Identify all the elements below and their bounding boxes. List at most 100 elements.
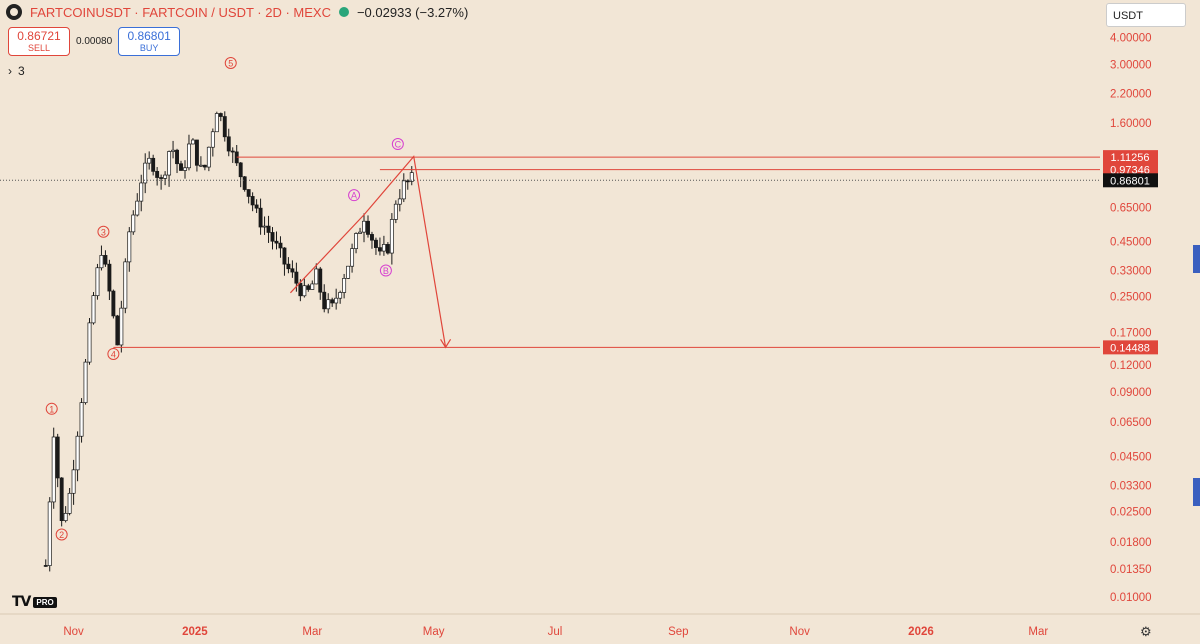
- indicators-toggle[interactable]: › 3: [8, 64, 25, 78]
- wave-marker: [107, 347, 120, 360]
- candle-body: [147, 157, 152, 164]
- wave-label: B: [383, 266, 389, 276]
- x-tick-label: Mar: [1028, 626, 1048, 638]
- candle-body: [55, 436, 60, 479]
- projection-path: [289, 155, 447, 348]
- tradingview-logo-mark: TV: [12, 594, 31, 610]
- y-tick-label: 0.01350: [1110, 564, 1152, 576]
- candle-body: [334, 297, 339, 304]
- candle-body: [405, 180, 410, 183]
- candle-body: [190, 139, 195, 145]
- candle-body: [314, 268, 319, 285]
- tradingview-logo: TV PRO: [12, 594, 57, 610]
- y-tick-label: 0.01000: [1110, 592, 1152, 604]
- candle-body: [187, 143, 191, 169]
- x-tick-label: Jul: [548, 626, 563, 638]
- x-tick-label: 2026: [908, 626, 934, 638]
- y-tick-label: 0.06500: [1110, 417, 1152, 429]
- candle-body: [238, 162, 243, 178]
- candle-body: [397, 198, 402, 205]
- candle-body: [103, 255, 108, 265]
- candle-body: [135, 200, 140, 216]
- candle-body: [354, 233, 359, 249]
- x-tick-label: May: [423, 626, 445, 638]
- sell-button[interactable]: 0.86721 SELL: [8, 27, 70, 56]
- wave-label: 5: [228, 59, 233, 69]
- candle-body: [401, 180, 406, 200]
- candle-body: [338, 292, 343, 299]
- candle-body: [47, 501, 52, 566]
- price-axis: 4.00000 3.00000 2.20000 1.60000 0.65000 0.450…: [1110, 33, 1152, 604]
- wave-marker: [348, 189, 361, 202]
- candle-body: [250, 196, 255, 206]
- candle-body: [262, 225, 267, 228]
- chevron-right-icon: ›: [8, 64, 12, 78]
- y-tick-label: 3.00000: [1110, 60, 1152, 72]
- symbol-title[interactable]: FARTCOINUSDT · FARTCOIN / USDT · 2D · ME…: [30, 4, 331, 20]
- candle-body: [266, 225, 271, 233]
- buy-button[interactable]: 0.86801 BUY: [118, 27, 181, 56]
- gear-icon[interactable]: ⚙: [1140, 624, 1152, 639]
- candle-body: [350, 248, 355, 267]
- candle-body: [210, 131, 215, 148]
- x-tick-label: Mar: [302, 626, 322, 638]
- candle-body: [179, 163, 183, 171]
- level-price-tag: [1103, 173, 1158, 188]
- wave-label: 2: [59, 530, 64, 540]
- sell-price: 0.86721: [17, 29, 61, 43]
- sell-label: SELL: [27, 43, 51, 53]
- level-price-label: 1.11256: [1111, 152, 1150, 164]
- candle-body: [282, 247, 287, 265]
- candle-body: [230, 150, 235, 153]
- candle-body: [389, 219, 394, 254]
- candle-body: [393, 203, 398, 220]
- candle-body: [198, 164, 203, 167]
- candle-body: [119, 307, 124, 346]
- candle-body: [258, 207, 263, 228]
- trade-panel: 0.86721 SELL 0.00080 0.86801 BUY: [8, 27, 181, 56]
- y-tick-label: 0.03300: [1110, 480, 1152, 492]
- candle-body: [346, 265, 351, 279]
- candlesticks: [43, 111, 414, 572]
- candle-body: [358, 231, 362, 234]
- buy-label: BUY: [139, 43, 159, 53]
- candle-body: [131, 214, 136, 233]
- market-status-icon: [338, 7, 349, 17]
- candle-body: [302, 285, 307, 297]
- y-tick-label: 0.17000: [1110, 327, 1152, 339]
- level-price-tag: [1103, 150, 1158, 165]
- y-tick-label: 0.45000: [1110, 237, 1152, 249]
- candle-body: [274, 240, 279, 244]
- candle-body: [151, 157, 156, 172]
- wave-label: 4: [111, 349, 116, 359]
- edge-marker: [1193, 245, 1200, 273]
- wave-marker: [224, 57, 237, 70]
- candle-body: [43, 565, 48, 567]
- y-tick-label: 0.12000: [1110, 360, 1152, 372]
- candle-body: [362, 220, 366, 233]
- candle-body: [214, 113, 219, 133]
- y-tick-label: 0.02500: [1110, 506, 1152, 518]
- edge-marker: [1193, 478, 1200, 506]
- candle-body: [342, 278, 347, 293]
- candle-body: [75, 435, 80, 471]
- candle-body: [99, 255, 104, 269]
- candle-body: [127, 231, 132, 263]
- currency-select[interactable]: USDT: [1106, 3, 1186, 27]
- candle-body: [294, 271, 299, 284]
- candle-body: [183, 167, 187, 171]
- y-tick-label: 4.00000: [1110, 33, 1152, 45]
- level-price-label: 0.86801: [1110, 175, 1150, 187]
- candle-body: [385, 244, 390, 254]
- candle-body: [111, 290, 116, 317]
- chart-header: FARTCOINUSDT · FARTCOIN / USDT · 2D · ME…: [6, 4, 468, 20]
- candle-body: [167, 151, 172, 176]
- wave-marker: [97, 225, 110, 238]
- candle-body: [377, 247, 382, 252]
- candle-body: [175, 149, 179, 165]
- candle-body: [246, 189, 251, 197]
- candle-body: [242, 176, 247, 190]
- wave-label: C: [395, 140, 402, 150]
